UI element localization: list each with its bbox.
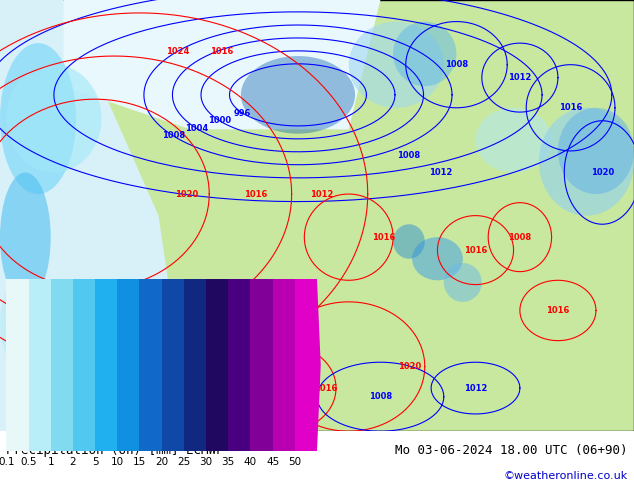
- Bar: [139, 279, 162, 451]
- Text: Mo 03-06-2024 18.00 UTC (06+90): Mo 03-06-2024 18.00 UTC (06+90): [395, 444, 628, 457]
- Text: 1016: 1016: [464, 245, 487, 255]
- Bar: [73, 279, 95, 451]
- Bar: [250, 279, 273, 451]
- Ellipse shape: [0, 43, 76, 194]
- Text: 1012: 1012: [464, 384, 487, 392]
- Bar: [228, 279, 250, 451]
- Text: 1008: 1008: [445, 60, 468, 69]
- Ellipse shape: [393, 224, 425, 259]
- Text: Precipitation (6h) [mm] ECMWF: Precipitation (6h) [mm] ECMWF: [6, 444, 224, 457]
- Text: ©weatheronline.co.uk: ©weatheronline.co.uk: [503, 471, 628, 481]
- Bar: [162, 279, 184, 451]
- Polygon shape: [0, 0, 190, 431]
- Text: 1012: 1012: [230, 341, 252, 349]
- Ellipse shape: [0, 280, 38, 367]
- Text: 1012: 1012: [311, 190, 333, 198]
- Bar: [295, 279, 317, 451]
- Text: 1008: 1008: [369, 392, 392, 401]
- Ellipse shape: [444, 263, 482, 302]
- Text: 1024: 1024: [166, 47, 189, 56]
- Ellipse shape: [412, 237, 463, 280]
- Text: 1008: 1008: [162, 131, 185, 141]
- Bar: [184, 279, 206, 451]
- Text: 1016: 1016: [373, 233, 396, 242]
- Ellipse shape: [393, 22, 456, 86]
- Ellipse shape: [539, 108, 634, 216]
- Polygon shape: [63, 0, 380, 129]
- Text: 1012: 1012: [508, 73, 531, 82]
- Ellipse shape: [241, 56, 355, 134]
- Bar: [6, 279, 29, 451]
- Bar: [29, 279, 51, 451]
- Ellipse shape: [349, 22, 444, 108]
- Bar: [117, 279, 139, 451]
- Ellipse shape: [0, 172, 51, 302]
- Ellipse shape: [558, 108, 634, 194]
- Text: 1020: 1020: [175, 190, 198, 198]
- Text: 1020: 1020: [398, 362, 421, 371]
- Text: 1008: 1008: [398, 151, 420, 160]
- Text: 1016: 1016: [245, 190, 268, 198]
- Text: 1016: 1016: [314, 384, 337, 392]
- Ellipse shape: [476, 108, 552, 172]
- Text: 1016: 1016: [559, 103, 582, 112]
- Text: 996: 996: [234, 109, 251, 118]
- Text: 1008: 1008: [508, 233, 531, 242]
- Text: 1020: 1020: [591, 168, 614, 177]
- Ellipse shape: [6, 65, 101, 172]
- FancyBboxPatch shape: [0, 0, 634, 431]
- Bar: [95, 279, 117, 451]
- Text: 1004: 1004: [184, 124, 208, 133]
- Bar: [273, 279, 295, 451]
- Bar: [51, 279, 73, 451]
- Text: 1012: 1012: [429, 168, 452, 177]
- Text: 1016: 1016: [547, 306, 569, 315]
- Polygon shape: [317, 279, 321, 451]
- Text: 1000: 1000: [208, 116, 231, 125]
- Text: 1016: 1016: [210, 47, 233, 56]
- Bar: [206, 279, 228, 451]
